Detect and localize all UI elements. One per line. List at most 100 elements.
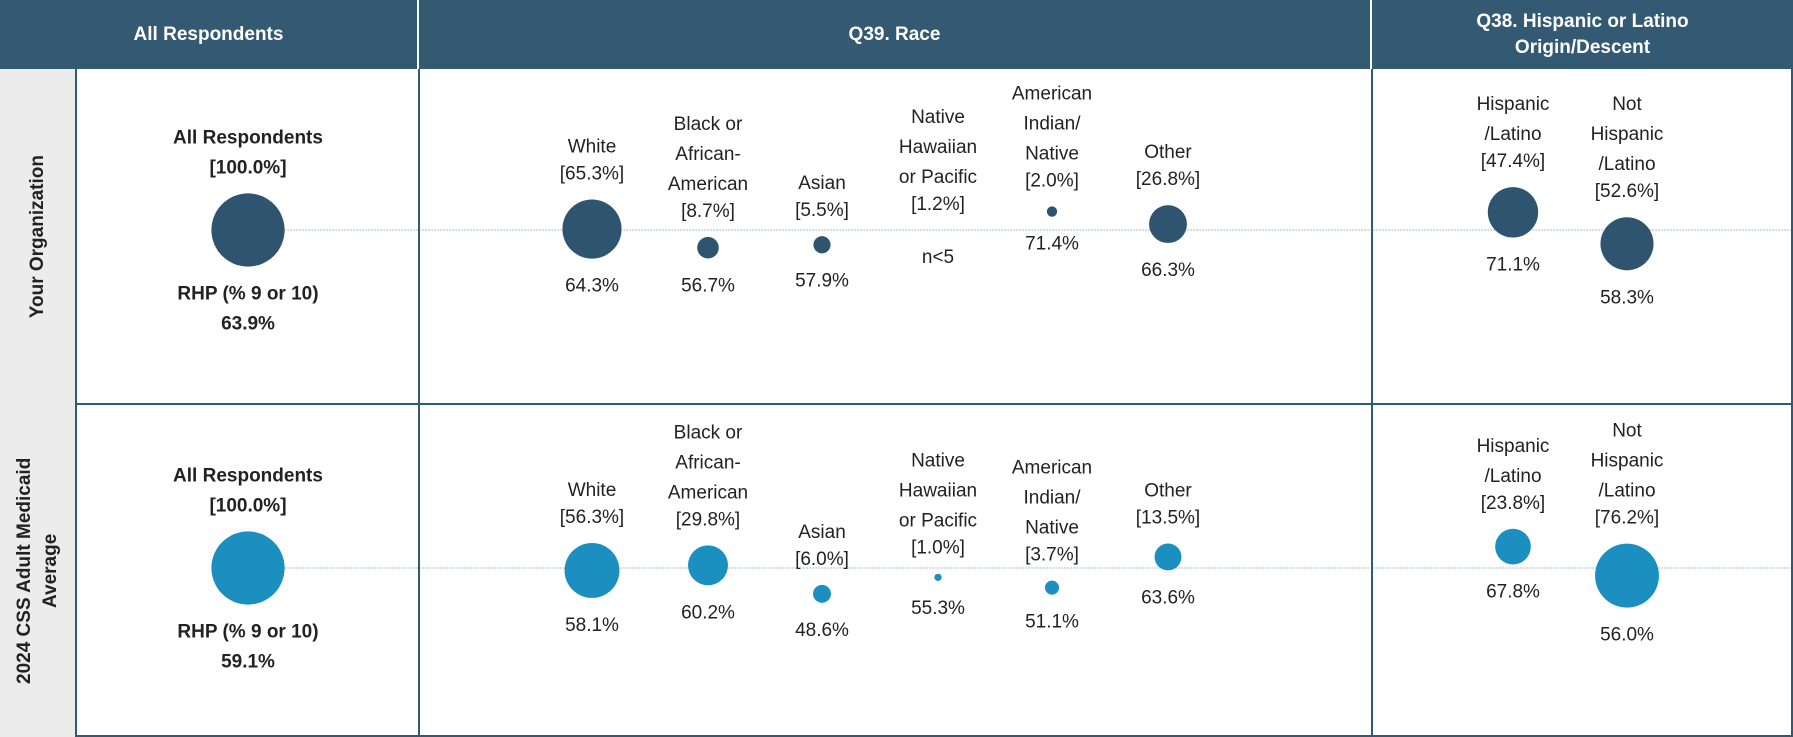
category-label: American [668, 174, 748, 195]
rhp-label: 56.7% [681, 276, 735, 297]
share-label: [56.3%] [560, 507, 624, 528]
category-label: Native [1025, 143, 1079, 164]
category-label: Not [1612, 421, 1642, 442]
rhp-label: 64.3% [565, 276, 619, 297]
rhp-label: n<5 [922, 247, 954, 268]
rhp-label: 67.8% [1486, 581, 1540, 602]
bubble [813, 236, 831, 254]
rhp-label: 60.2% [681, 602, 735, 623]
bubble [564, 542, 620, 598]
category-label: Other [1144, 142, 1192, 163]
category-label: Black or [674, 422, 743, 443]
category-label: Hispanic [1477, 436, 1550, 457]
category-label: /Latino [1598, 481, 1655, 502]
row-label: Your Organization [26, 154, 48, 319]
row-label: 2024 CSS Adult Medicaid Average [13, 457, 61, 684]
header: Q38. Hispanic or Latino Origin/Descent [1372, 0, 1793, 69]
category-label: or Pacific [899, 167, 977, 188]
bubble [1600, 217, 1654, 271]
category-label: Asian [798, 522, 846, 543]
bubble [1595, 543, 1659, 608]
category-label: /Latino [1484, 466, 1541, 487]
rhp-label: 63.9% [221, 314, 275, 335]
bubble [211, 531, 285, 605]
share-label: [2.0%] [1025, 170, 1079, 191]
bubble [562, 199, 622, 259]
category-label: Native [911, 107, 965, 128]
rhp-label: 59.1% [221, 652, 275, 673]
category-label: African- [675, 144, 740, 165]
bubble [1046, 206, 1058, 217]
header: All Respondents [0, 0, 419, 69]
category-label: White [568, 480, 617, 501]
rhp-label: 71.4% [1025, 234, 1079, 255]
rhp-label: 66.3% [1141, 260, 1195, 281]
rhp-label: 48.6% [795, 620, 849, 641]
bubble [211, 193, 285, 267]
category-label: White [568, 136, 617, 157]
share-label: [29.8%] [676, 509, 740, 530]
rhp-label: 56.0% [1600, 625, 1654, 646]
rhp-label: 57.9% [795, 270, 849, 291]
bubble [697, 236, 719, 259]
rhp-label: 58.1% [565, 615, 619, 636]
share-label: [3.7%] [1025, 545, 1079, 566]
share-label: [52.6%] [1595, 181, 1659, 202]
category-label: /Latino [1484, 124, 1541, 145]
category-label: African- [675, 452, 740, 473]
share-label: [23.8%] [1481, 493, 1545, 514]
category-label: Native [911, 451, 965, 472]
share-label: [1.0%] [911, 538, 965, 559]
rhp-label: 63.6% [1141, 587, 1195, 608]
rhp-label: 71.1% [1486, 255, 1540, 276]
category-label: Indian/ [1023, 113, 1081, 134]
share-label: [5.5%] [795, 200, 849, 221]
category-label: Other [1144, 480, 1192, 501]
share-label: [100.0%] [209, 495, 286, 516]
header: Q39. Race [419, 0, 1372, 69]
category-label: American [668, 482, 748, 503]
share-label: [47.4%] [1481, 151, 1545, 172]
bubble [813, 584, 831, 603]
row-label-cell: 2024 CSS Adult Medicaid Average [0, 404, 77, 737]
bubble [688, 545, 728, 586]
category-label: Not [1612, 94, 1642, 115]
share-label: [26.8%] [1136, 169, 1200, 190]
share-label: [8.7%] [681, 201, 735, 222]
share-label: [6.0%] [795, 549, 849, 570]
bubble [934, 573, 942, 582]
share-label: [1.2%] [911, 194, 965, 215]
bubble [1487, 187, 1539, 238]
category-label: or Pacific [899, 511, 977, 532]
rhp-label: 51.1% [1025, 612, 1079, 633]
category-label: Asian [798, 173, 846, 194]
category-label: Indian/ [1023, 488, 1081, 509]
category-label: Black or [674, 114, 743, 135]
share-label: [65.3%] [560, 163, 624, 184]
rhp-title: RHP (% 9 or 10) [177, 284, 318, 305]
group-label: All Respondents [173, 127, 323, 148]
bubble [1495, 528, 1531, 565]
category-label: Native [1025, 518, 1079, 539]
category-label: American [1012, 83, 1092, 104]
group-label: All Respondents [173, 465, 323, 486]
bubble [1044, 580, 1060, 595]
category-label: Hawaiian [899, 137, 977, 158]
share-label: [76.2%] [1595, 508, 1659, 529]
category-label: Hawaiian [899, 481, 977, 502]
rhp-label: 58.3% [1600, 287, 1654, 308]
bubble [1149, 205, 1187, 244]
row-label-cell: Your Organization [0, 69, 77, 404]
rhp-label: 55.3% [911, 598, 965, 619]
bubble [1154, 543, 1182, 571]
rhp-title: RHP (% 9 or 10) [177, 622, 318, 643]
category-label: /Latino [1598, 154, 1655, 175]
share-label: [13.5%] [1136, 507, 1200, 528]
share-label: [100.0%] [209, 157, 286, 178]
category-label: American [1012, 458, 1092, 479]
category-label: Hispanic [1591, 451, 1664, 472]
category-label: Hispanic [1591, 124, 1664, 145]
category-label: Hispanic [1477, 94, 1550, 115]
